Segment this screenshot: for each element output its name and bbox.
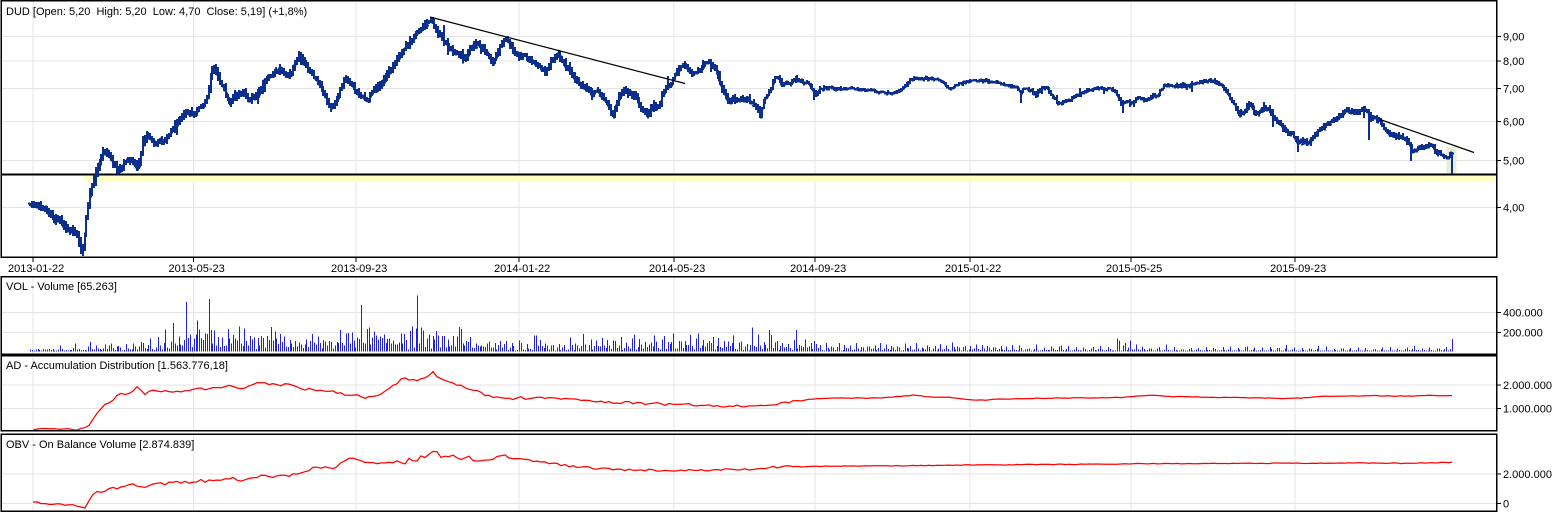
svg-text:2013-01-22: 2013-01-22	[8, 263, 64, 275]
svg-text:2015-01-22: 2015-01-22	[945, 263, 1001, 275]
svg-text:2014-01-22: 2014-01-22	[494, 263, 550, 275]
svg-text:7,00: 7,00	[1503, 84, 1524, 96]
svg-text:OBV - On Balance Volume [2.874: OBV - On Balance Volume [2.874.839]	[6, 439, 194, 451]
svg-text:400.000: 400.000	[1503, 308, 1543, 320]
svg-text:4,00: 4,00	[1503, 203, 1524, 215]
svg-text:6,00: 6,00	[1503, 117, 1524, 129]
svg-text:2014-09-23: 2014-09-23	[790, 263, 846, 275]
svg-text:DUD [Open: 5,20 High: 5,20 L: DUD [Open: 5,20 High: 5,20 Low: 4,70 Clo…	[6, 6, 307, 18]
svg-text:9,00: 9,00	[1503, 32, 1524, 44]
svg-text:0: 0	[1503, 499, 1509, 511]
svg-text:2014-05-23: 2014-05-23	[649, 263, 705, 275]
svg-text:VOL - Volume [65.263]: VOL - Volume [65.263]	[6, 281, 117, 293]
svg-text:2.000.000: 2.000.000	[1503, 380, 1552, 392]
svg-text:AD - Accumulation Distribution: AD - Accumulation Distribution [1.563.77…	[6, 360, 228, 372]
svg-text:8,00: 8,00	[1503, 56, 1524, 68]
svg-text:5,00: 5,00	[1503, 156, 1524, 168]
svg-text:200.000: 200.000	[1503, 328, 1543, 340]
svg-text:2013-05-23: 2013-05-23	[169, 263, 225, 275]
svg-text:2013-09-23: 2013-09-23	[331, 263, 387, 275]
svg-text:2015-05-25: 2015-05-25	[1106, 263, 1162, 275]
svg-text:2015-09-23: 2015-09-23	[1270, 263, 1326, 275]
svg-text:2.000.000: 2.000.000	[1503, 469, 1552, 481]
svg-text:1.000.000: 1.000.000	[1503, 404, 1552, 416]
